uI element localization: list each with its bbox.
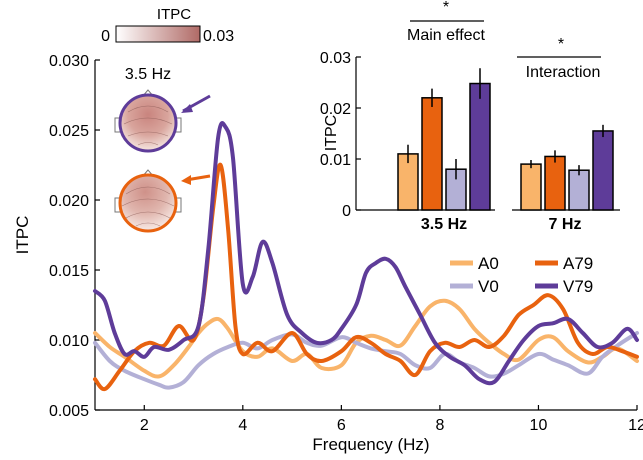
colorbar-max-label: 0.03 [203,28,234,45]
legend-label-v79: V79 [563,277,593,296]
significance-star: * [558,36,564,53]
topomap-visual [114,89,182,153]
inset-y-tick-label: 0.02 [320,101,351,118]
legend: A0 A79 V0 V79 [450,254,593,296]
bar-a79 [421,97,443,211]
inset-bars [397,68,614,211]
inset-bar-chart: 0 0.01 0.02 0.03 ITPC * Main effect * Inter… [320,0,620,233]
bar-a79 [544,155,566,211]
group-annotation-3-5hz: * Main effect [407,0,486,44]
inset-y-tick-label: 0 [342,203,351,220]
bar-a0 [520,163,542,211]
y-tick-label: 0.025 [49,123,89,140]
topomap-auditory [114,169,182,233]
colorbar-title: ITPC [157,6,191,23]
group-annotation-7hz: * Interaction [517,36,601,81]
inset-y-axis-label: ITPC [323,115,340,151]
colorbar: ITPC 0 0.03 [101,6,234,45]
group-label-7hz: 7 Hz [549,216,582,233]
x-tick-label: 12 [628,417,643,434]
y-tick-label: 0.020 [49,193,89,210]
bar-v0 [568,169,590,211]
legend-label-a79: A79 [563,254,593,273]
colorbar-min-label: 0 [101,28,110,45]
topo-frequency-label: 3.5 Hz [125,66,171,83]
y-tick-label: 0.010 [49,333,89,350]
series-line-v79 [93,121,639,386]
x-tick-label: 2 [140,417,149,434]
colorbar-gradient [115,25,201,43]
x-tick-label: 10 [530,417,548,434]
y-tick-label: 0.015 [49,263,89,280]
bar-v79 [469,82,491,211]
y-tick-label: 0.005 [49,403,89,420]
arrowhead-icon [181,104,193,113]
legend-label-a0: A0 [478,254,499,273]
significance-star: * [443,0,449,16]
legend-label-v0: V0 [478,277,499,296]
y-tick-label: 0.030 [49,53,89,70]
group-label-3-5hz: 3.5 Hz [421,216,467,233]
x-tick-label: 8 [435,417,444,434]
main-x-axis-label: Frequency (Hz) [312,435,429,454]
interaction-label: Interaction [526,64,601,81]
x-tick-label: 4 [238,417,247,434]
bar-v79 [592,130,614,211]
main-effect-label: Main effect [407,27,486,44]
main-series-lines [93,121,639,392]
series-line-v0 [93,331,639,390]
arrowhead-icon [181,175,191,185]
main-y-axis-label: ITPC [13,216,32,255]
topomaps: 3.5 Hz [114,66,211,233]
x-tick-label: 6 [337,417,346,434]
inset-y-tick-label: 0.01 [320,152,351,169]
inset-y-tick-label: 0.03 [320,50,351,67]
